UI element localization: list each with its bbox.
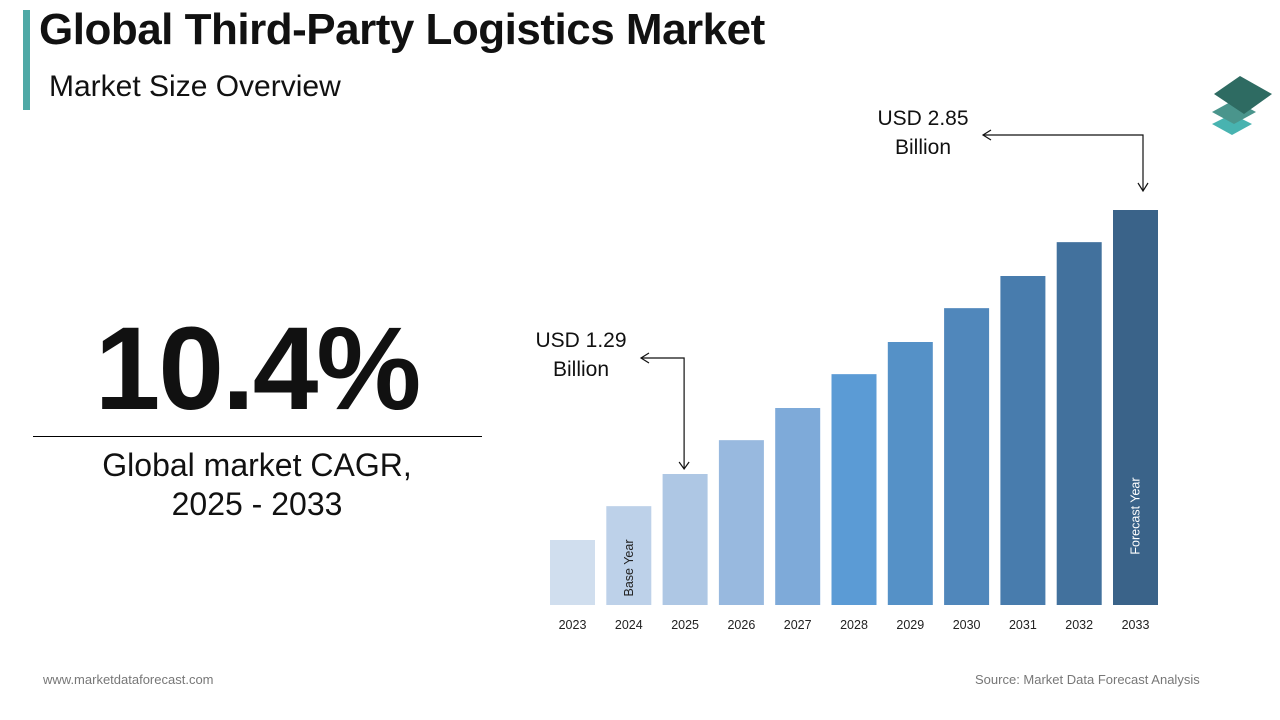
callout-2033-value: USD 2.85	[877, 107, 969, 130]
callout-arrow-2033-head-left	[981, 129, 992, 141]
x-tick-label-2023: 2023	[559, 618, 587, 632]
bar-2025	[662, 474, 708, 605]
bar-2028	[831, 374, 877, 605]
bar-2029	[887, 342, 933, 605]
bar-2031	[1000, 276, 1046, 605]
callout-arrow-2025-line	[641, 357, 685, 468]
base-year-label: Base Year	[622, 540, 636, 597]
callout-arrow-2033-head-down	[1137, 182, 1149, 193]
cagr-label-line2: 2025 - 2033	[171, 486, 343, 522]
cagr-value: 10.4%	[94, 303, 422, 435]
callout-arrow-2025-head-down	[678, 461, 690, 471]
title-accent-bar	[23, 10, 30, 110]
stacked-layers-icon	[1212, 76, 1272, 135]
callout-2025-value: USD 1.29	[535, 329, 627, 352]
callout-2025-unit: Billion	[552, 358, 610, 381]
bar-2027	[775, 408, 821, 605]
cagr-divider	[33, 436, 482, 437]
callout-2025: USD 1.29 Billion	[521, 326, 641, 384]
bar-2033	[1113, 210, 1158, 605]
cagr-label-line1: Global market CAGR,	[102, 447, 412, 483]
x-tick-label-2028: 2028	[840, 618, 868, 632]
callout-2033-unit: Billion	[894, 136, 952, 159]
page-title: Global Third-Party Logistics Market	[39, 5, 765, 54]
bar-2023	[550, 540, 595, 605]
page-subtitle: Market Size Overview	[49, 70, 341, 103]
bar-2032	[1056, 242, 1102, 605]
x-tick-label-2029: 2029	[896, 618, 924, 632]
source-note: Source: Market Data Forecast Analysis	[975, 672, 1200, 687]
x-tick-label-2030: 2030	[953, 618, 981, 632]
bar-2024	[606, 506, 652, 605]
cagr-label: Global market CAGR, 2025 - 2033	[33, 446, 481, 524]
x-tick-label-2025: 2025	[671, 618, 699, 632]
website-link[interactable]: www.marketdataforecast.com	[43, 672, 214, 687]
forecast-year-label: Forecast Year	[1129, 477, 1143, 554]
x-tick-label-2027: 2027	[784, 618, 812, 632]
callout-arrow-2033-line	[983, 134, 1144, 190]
callout-arrow-2025-head-left	[639, 352, 650, 364]
bar-2030	[944, 308, 990, 605]
callout-2033: USD 2.85 Billion	[863, 104, 983, 162]
x-tick-label-2031: 2031	[1009, 618, 1037, 632]
x-tick-label-2026: 2026	[727, 618, 755, 632]
logo-layer-top	[1214, 76, 1272, 114]
bar-2026	[718, 440, 764, 605]
x-tick-label-2024: 2024	[615, 618, 643, 632]
x-tick-label-2033: 2033	[1122, 618, 1150, 632]
x-tick-label-2032: 2032	[1065, 618, 1093, 632]
